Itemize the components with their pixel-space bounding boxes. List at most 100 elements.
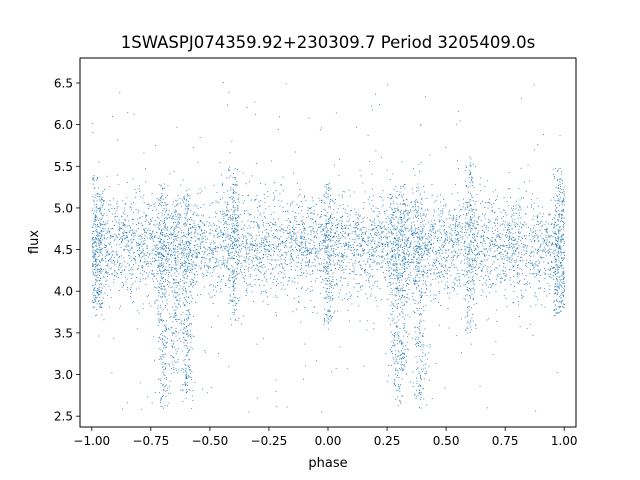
data-point xyxy=(475,269,477,271)
data-point xyxy=(101,248,103,250)
data-point xyxy=(114,216,116,218)
data-point xyxy=(301,237,303,239)
data-point xyxy=(96,292,98,293)
data-point xyxy=(113,279,115,280)
data-point xyxy=(320,225,322,227)
data-point xyxy=(350,244,351,246)
data-point xyxy=(141,237,143,239)
data-point xyxy=(246,210,248,212)
data-point xyxy=(362,182,364,184)
data-point xyxy=(342,256,344,257)
data-point xyxy=(469,247,471,249)
data-point xyxy=(487,180,489,182)
data-point xyxy=(123,224,125,225)
data-point xyxy=(562,225,564,227)
data-point xyxy=(158,265,160,267)
data-point xyxy=(192,297,194,299)
data-point xyxy=(331,286,332,288)
data-point xyxy=(513,239,515,241)
data-point xyxy=(399,269,401,271)
data-point xyxy=(295,232,297,234)
data-point xyxy=(153,204,155,206)
data-point xyxy=(418,270,420,272)
data-point xyxy=(265,248,266,250)
data-point xyxy=(467,236,469,238)
data-point xyxy=(371,229,373,231)
data-point xyxy=(247,220,249,222)
data-point xyxy=(454,284,455,286)
data-point xyxy=(293,172,295,174)
data-point xyxy=(139,238,141,240)
data-point xyxy=(498,253,500,254)
data-point xyxy=(284,245,286,247)
data-point xyxy=(176,238,178,240)
data-point xyxy=(140,257,142,259)
data-point xyxy=(121,286,123,288)
data-point xyxy=(223,246,225,247)
data-point xyxy=(158,217,160,219)
data-point xyxy=(374,233,375,235)
data-point xyxy=(220,198,221,200)
data-point xyxy=(428,221,429,223)
data-point xyxy=(455,252,456,253)
data-point xyxy=(519,326,521,328)
data-point xyxy=(534,272,536,274)
data-point xyxy=(104,246,105,248)
data-point xyxy=(400,276,401,278)
data-point xyxy=(532,273,533,275)
data-point xyxy=(321,263,323,265)
data-point xyxy=(535,410,537,412)
data-point xyxy=(447,249,449,251)
data-point xyxy=(462,236,464,238)
data-point xyxy=(352,244,354,246)
data-point xyxy=(310,265,312,267)
data-point xyxy=(128,245,130,247)
data-point xyxy=(163,248,165,250)
data-point xyxy=(139,218,141,219)
data-point xyxy=(246,242,248,244)
data-point xyxy=(479,253,480,255)
data-point xyxy=(112,228,114,229)
data-point xyxy=(367,262,369,264)
data-point xyxy=(538,251,539,253)
data-point xyxy=(169,255,171,257)
data-point xyxy=(194,244,196,246)
data-point xyxy=(493,222,495,223)
data-point xyxy=(369,266,371,268)
data-point xyxy=(311,290,313,291)
data-point xyxy=(492,233,494,234)
data-point xyxy=(519,239,521,241)
data-point xyxy=(533,231,534,233)
data-point xyxy=(447,255,449,257)
data-point xyxy=(401,275,403,276)
data-point xyxy=(522,244,524,246)
data-point xyxy=(489,221,491,223)
data-point xyxy=(115,235,117,236)
data-point xyxy=(452,219,454,221)
data-point xyxy=(458,255,460,256)
data-point xyxy=(131,269,133,271)
data-point xyxy=(285,243,287,245)
data-point xyxy=(293,232,295,234)
data-point xyxy=(150,236,152,238)
data-point xyxy=(301,265,302,266)
data-point xyxy=(418,277,420,279)
data-point xyxy=(228,255,230,256)
data-point xyxy=(145,216,147,218)
data-point xyxy=(333,201,335,203)
data-point xyxy=(163,249,165,251)
data-point xyxy=(401,161,403,163)
data-point xyxy=(521,297,523,298)
data-point xyxy=(196,256,198,258)
data-point xyxy=(172,255,173,256)
data-point xyxy=(550,234,552,236)
data-point xyxy=(364,252,366,254)
data-point xyxy=(200,244,201,246)
data-point xyxy=(278,239,280,241)
data-point xyxy=(123,230,125,232)
data-point xyxy=(278,218,280,220)
data-point xyxy=(118,227,120,229)
data-point xyxy=(172,234,174,235)
data-point xyxy=(217,282,218,283)
data-point xyxy=(523,197,524,199)
